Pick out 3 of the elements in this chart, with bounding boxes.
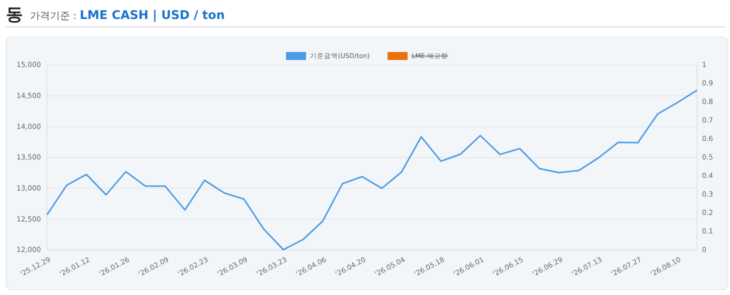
line-series <box>46 90 698 250</box>
chart-title: 동 <box>6 5 23 25</box>
chart-subtitle: 가격기준 : LME CASH | USD / ton <box>30 8 225 22</box>
